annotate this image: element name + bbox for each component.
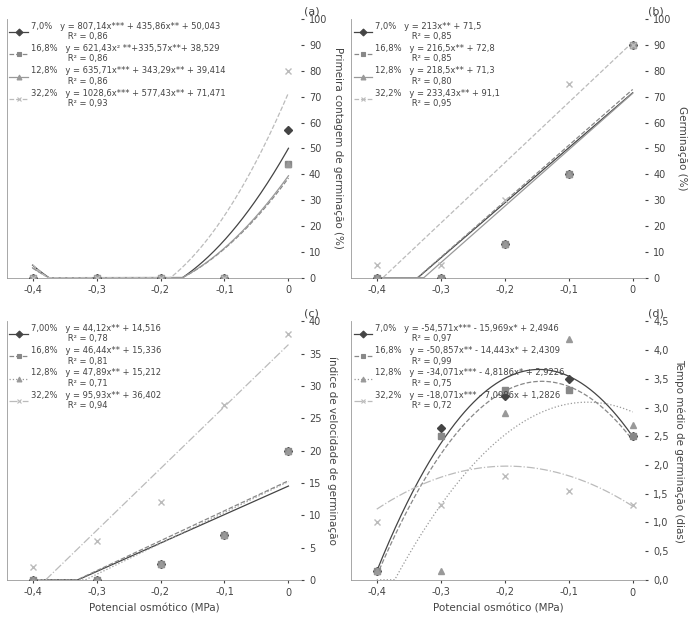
X-axis label: Potencial osmótico (MPa): Potencial osmótico (MPa) [433, 603, 564, 613]
Text: (a): (a) [304, 7, 320, 17]
X-axis label: Potencial osmótico (MPa): Potencial osmótico (MPa) [89, 603, 219, 613]
Y-axis label: índice de velocidade de germinação: índice de velocidade de germinação [327, 356, 337, 545]
Text: (c): (c) [304, 309, 319, 319]
Text: (d): (d) [648, 309, 664, 319]
Legend: 7,0%   y = -54,571x*** - 15,969x* + 2,4946
              R² = 0,97, 16,8%   y = : 7,0% y = -54,571x*** - 15,969x* + 2,4946… [353, 323, 566, 411]
Y-axis label: Primeira contagem de germinação (%): Primeira contagem de germinação (%) [333, 48, 343, 249]
Y-axis label: Germinação (%): Germinação (%) [677, 106, 687, 190]
Y-axis label: Tempo médio de germinação (dias): Tempo médio de germinação (dias) [675, 358, 685, 542]
Legend: 7,0%   y = 807,14x*** + 435,86x** + 50,043
              R² = 0,86, 16,8%   y = : 7,0% y = 807,14x*** + 435,86x** + 50,043… [8, 21, 226, 108]
Legend: 7,0%   y = 213x** + 71,5
              R² = 0,85, 16,8%   y = 216,5x** + 72,8
  : 7,0% y = 213x** + 71,5 R² = 0,85, 16,8% … [353, 21, 501, 108]
Text: (b): (b) [648, 7, 664, 17]
Legend: 7,00%   y = 44,12x** + 14,516
              R² = 0,78, 16,8%   y = 46,44x** + 15: 7,00% y = 44,12x** + 14,516 R² = 0,78, 1… [8, 323, 162, 411]
